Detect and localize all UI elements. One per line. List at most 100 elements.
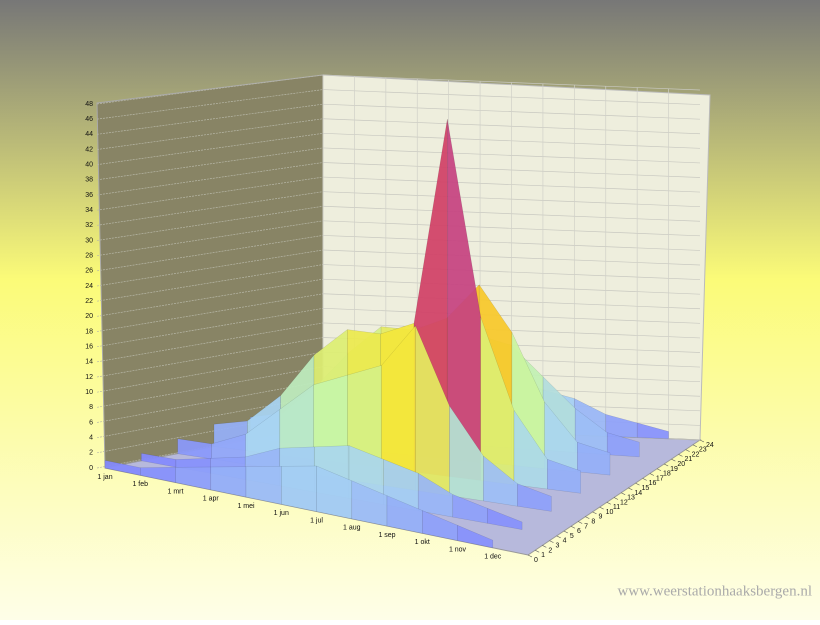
y-tick-label: 46 [85, 116, 93, 123]
z-tick [542, 545, 547, 548]
x-tick-label: 1 apr [203, 496, 220, 503]
y-tick-label: 34 [85, 207, 93, 214]
z-tick-label: 5 [570, 533, 574, 540]
z-tick [563, 530, 568, 534]
z-tick-label: 16 [649, 480, 657, 487]
x-tick-label: 1 mrt [168, 488, 184, 495]
grid-line [96, 205, 324, 241]
grid-line [96, 191, 324, 226]
y-tick-label: 26 [85, 268, 93, 275]
z-tick-label: 21 [685, 456, 693, 463]
grid-line [96, 307, 324, 348]
z-tick [613, 497, 619, 500]
y-tick-label: 16 [85, 344, 93, 351]
z-tick [585, 516, 590, 519]
grid-line [96, 322, 324, 363]
grid-line [96, 278, 324, 317]
surface-segment [547, 458, 581, 494]
z-tick [527, 554, 533, 558]
grid-line [96, 380, 324, 423]
z-tick [635, 482, 640, 486]
z-tick-label: 23 [699, 447, 707, 454]
grid-line [96, 147, 324, 181]
z-tick-label: 2 [548, 547, 552, 554]
z-tick [606, 502, 611, 505]
y-tick-label: 2 [89, 450, 93, 457]
y-tick-label: 32 [85, 222, 93, 229]
z-tick [556, 535, 561, 539]
y-tick-label: 8 [89, 404, 93, 411]
y-tick-label: 12 [85, 374, 93, 381]
z-tick [671, 458, 676, 462]
x-tick-label: 1 jan [97, 474, 112, 481]
z-tick [549, 540, 554, 543]
surface-segment [636, 422, 669, 440]
z-tick [699, 439, 705, 443]
grid-line [96, 89, 324, 120]
z-tick [578, 521, 583, 524]
watermark: www.weerstationhaaksbergen.nl [617, 583, 812, 599]
y-tick-label: 18 [85, 328, 93, 335]
y-tick-label: 28 [85, 253, 93, 260]
z-tick-label: 6 [577, 528, 581, 535]
y-tick-label: 36 [85, 192, 93, 199]
y-tick-label: 10 [85, 389, 93, 396]
z-tick-label: 4 [563, 538, 567, 545]
y-tick-label: 42 [85, 146, 93, 153]
grid-line [96, 337, 324, 378]
surface-segment [517, 483, 552, 512]
x-tick-label: 1 okt [415, 539, 430, 546]
z-tick [535, 549, 540, 553]
x-tick-label: 1 nov [449, 546, 467, 553]
y-tick-label: 30 [85, 237, 93, 244]
grid-line [96, 366, 324, 408]
z-tick-label: 22 [692, 451, 700, 458]
surface-segment [457, 524, 494, 549]
grid-line [96, 235, 324, 272]
z-tick-label: 17 [656, 475, 664, 482]
z-tick-label: 11 [613, 504, 620, 511]
x-tick-label: 1 jun [274, 510, 289, 517]
z-tick-label: 8 [591, 519, 595, 526]
z-tick [656, 468, 662, 472]
z-tick-label: 15 [642, 485, 650, 492]
x-tick-label: 1 sep [378, 532, 395, 539]
z-tick-label: 1 [541, 552, 545, 559]
z-tick-label: 18 [663, 471, 671, 478]
z-tick-label: 7 [584, 523, 588, 530]
y-tick-label: 4 [89, 435, 93, 442]
z-tick [599, 506, 604, 510]
z-tick [685, 449, 690, 452]
y-tick-label: 44 [85, 131, 93, 138]
grid-line [96, 162, 324, 196]
surface-segment [606, 432, 640, 458]
z-tick [570, 525, 576, 529]
x-tick-label: 1 aug [343, 525, 361, 532]
y-tick-label: 14 [85, 359, 93, 366]
grid-line [96, 293, 324, 332]
z-tick-label: 19 [670, 466, 678, 473]
grid-line [96, 118, 324, 150]
surface-segment [487, 507, 523, 530]
grid-line [96, 176, 324, 211]
z-tick-label: 0 [534, 557, 538, 564]
z-tick [664, 463, 669, 467]
z-tick [649, 473, 654, 476]
y-tick-label: 40 [85, 162, 93, 169]
y-tick-label: 22 [85, 298, 93, 305]
x-tick-label: 1 jul [310, 517, 323, 524]
grid-line [96, 351, 324, 393]
z-tick [678, 454, 683, 457]
z-tick-label: 13 [627, 495, 635, 502]
z-tick-label: 10 [606, 509, 614, 516]
z-tick [628, 487, 633, 491]
z-tick [592, 511, 597, 515]
y-tick-label: 6 [89, 419, 93, 426]
grid-line [96, 132, 324, 166]
grid-line [96, 264, 324, 302]
grid-line [96, 220, 324, 257]
z-tick [692, 444, 697, 448]
y-tick-label: 24 [85, 283, 93, 290]
